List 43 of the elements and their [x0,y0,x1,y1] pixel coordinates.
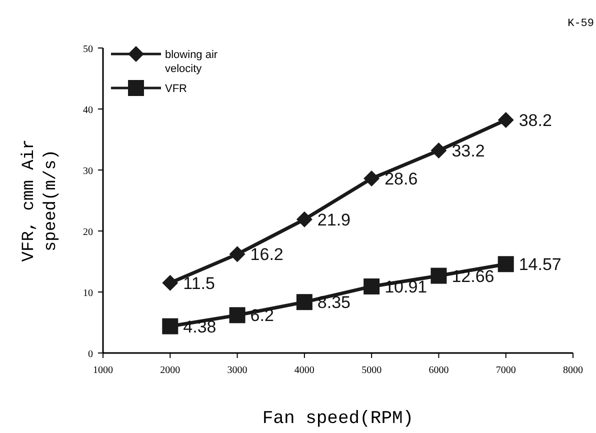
data-label: 21.9 [317,210,351,230]
data-label: 10.91 [384,277,428,296]
x-tick-label: 6000 [428,365,449,376]
point [162,274,178,291]
legend-label: blowing air velocity [165,49,218,75]
y-tick-label: 0 [88,349,93,360]
x-tick-label: 1000 [93,365,113,376]
y-axis-title: VFR, cmm Air speed(m/s) [20,139,61,262]
point [229,307,246,324]
data-label: 11.5 [183,274,215,293]
data-label: 33.2 [452,141,485,160]
data-label: 28.6 [384,170,418,189]
data-label: 16.2 [250,245,284,264]
x-axis-title: Fan speed(RPM) [262,409,414,429]
y-tick-label: 30 [83,166,93,177]
y-tick-label: 40 [83,105,93,116]
data-label: 38.2 [518,110,552,130]
x-tick-label: 4000 [294,365,314,376]
data-label: 8.35 [317,293,351,312]
data-label: 14.57 [518,255,562,274]
point [364,278,380,294]
x-tick-label: 5000 [362,365,382,376]
data-label: 6.2 [250,306,274,326]
y-tick-label: 50 [83,44,93,55]
point [162,318,178,334]
legend-label: VFR [165,83,188,95]
x-tick-label: 7000 [496,365,516,376]
y-tick-label: 20 [83,227,93,238]
point [364,170,380,187]
point [430,142,447,158]
point [498,112,514,128]
point [229,246,246,262]
point [430,268,447,284]
point [296,294,312,310]
x-tick-label: 8000 [563,365,583,376]
point [498,256,514,272]
data-label: 4.38 [183,317,216,336]
x-tick-label: 3000 [227,365,248,376]
text: K-59 [568,18,594,30]
data-label: 12.66 [452,266,494,286]
y-tick-label: 10 [83,288,93,299]
point [296,211,312,228]
x-tick-label: 2000 [160,365,180,376]
